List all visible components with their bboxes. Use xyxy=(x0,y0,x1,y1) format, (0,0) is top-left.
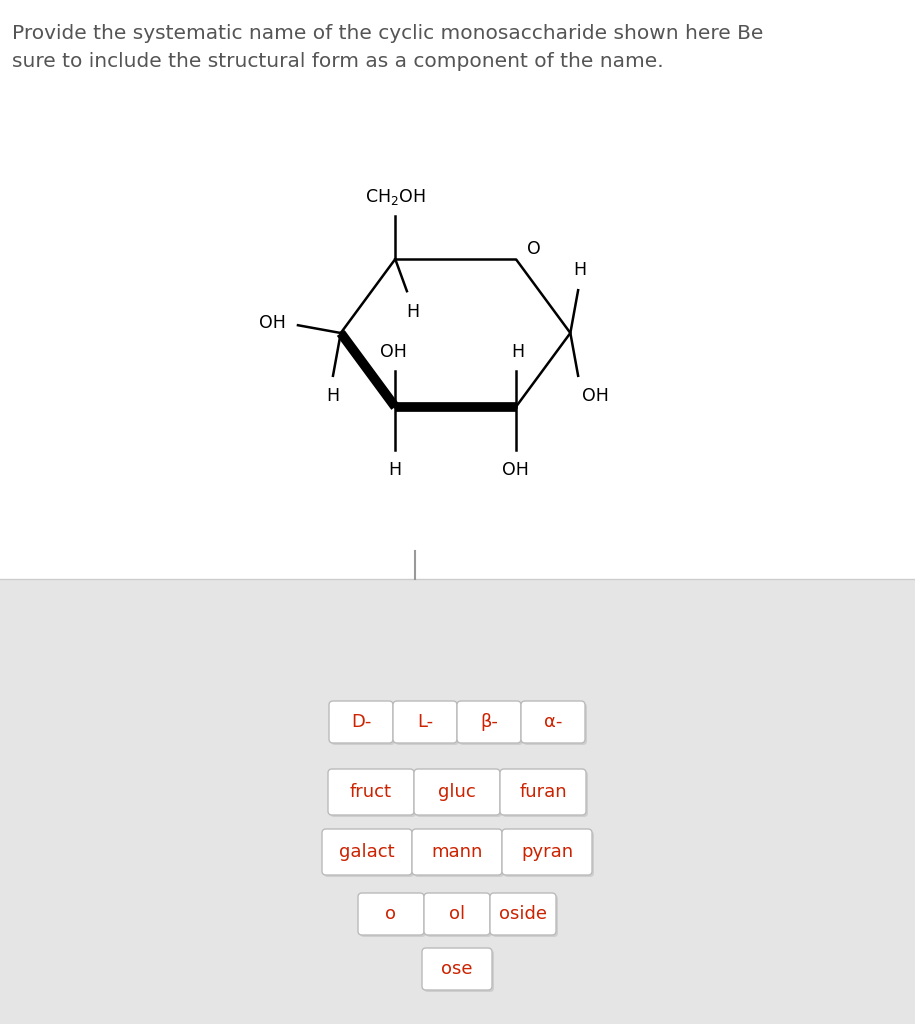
Text: α-: α- xyxy=(544,713,562,731)
FancyBboxPatch shape xyxy=(490,893,556,935)
Text: galact: galact xyxy=(339,843,394,861)
Text: OH: OH xyxy=(502,462,529,479)
Text: fruct: fruct xyxy=(350,783,392,801)
Text: L-: L- xyxy=(417,713,433,731)
FancyBboxPatch shape xyxy=(424,950,494,992)
Text: β-: β- xyxy=(480,713,498,731)
FancyBboxPatch shape xyxy=(324,831,414,877)
Text: O: O xyxy=(526,241,540,258)
FancyBboxPatch shape xyxy=(322,829,412,874)
FancyBboxPatch shape xyxy=(395,703,459,745)
Text: OH: OH xyxy=(260,314,286,332)
Text: furan: furan xyxy=(519,783,566,801)
FancyBboxPatch shape xyxy=(414,769,500,815)
FancyBboxPatch shape xyxy=(330,771,416,817)
FancyBboxPatch shape xyxy=(412,829,502,874)
FancyBboxPatch shape xyxy=(500,769,586,815)
Bar xyxy=(0,579,915,1024)
FancyBboxPatch shape xyxy=(521,701,585,743)
Text: mann: mann xyxy=(431,843,483,861)
FancyBboxPatch shape xyxy=(328,769,414,815)
Text: D-: D- xyxy=(350,713,371,731)
FancyBboxPatch shape xyxy=(414,831,504,877)
Text: oside: oside xyxy=(499,905,547,923)
Text: ol: ol xyxy=(449,905,465,923)
Text: Provide the systematic name of the cyclic monosaccharide shown here Be: Provide the systematic name of the cycli… xyxy=(12,24,763,43)
FancyBboxPatch shape xyxy=(426,895,492,937)
FancyBboxPatch shape xyxy=(331,703,395,745)
FancyBboxPatch shape xyxy=(393,701,457,743)
Text: CH$_2$OH: CH$_2$OH xyxy=(365,186,425,207)
FancyBboxPatch shape xyxy=(358,893,424,935)
Text: H: H xyxy=(389,462,402,479)
Text: sure to include the structural form as a component of the name.: sure to include the structural form as a… xyxy=(12,52,663,71)
Text: OH: OH xyxy=(582,387,608,406)
FancyBboxPatch shape xyxy=(360,895,426,937)
Text: H: H xyxy=(406,303,419,321)
FancyBboxPatch shape xyxy=(502,771,588,817)
Text: ose: ose xyxy=(441,961,473,978)
FancyBboxPatch shape xyxy=(459,703,523,745)
FancyBboxPatch shape xyxy=(416,771,502,817)
Text: H: H xyxy=(327,387,339,406)
FancyBboxPatch shape xyxy=(504,831,594,877)
FancyBboxPatch shape xyxy=(329,701,393,743)
Text: o: o xyxy=(385,905,396,923)
Text: H: H xyxy=(511,343,524,360)
Text: H: H xyxy=(574,260,587,279)
FancyBboxPatch shape xyxy=(424,893,490,935)
FancyBboxPatch shape xyxy=(422,948,492,990)
Bar xyxy=(0,0,915,579)
FancyBboxPatch shape xyxy=(457,701,521,743)
FancyBboxPatch shape xyxy=(492,895,558,937)
FancyBboxPatch shape xyxy=(502,829,592,874)
Text: gluc: gluc xyxy=(438,783,476,801)
Text: pyran: pyran xyxy=(521,843,573,861)
FancyBboxPatch shape xyxy=(523,703,587,745)
Text: OH: OH xyxy=(380,343,407,360)
